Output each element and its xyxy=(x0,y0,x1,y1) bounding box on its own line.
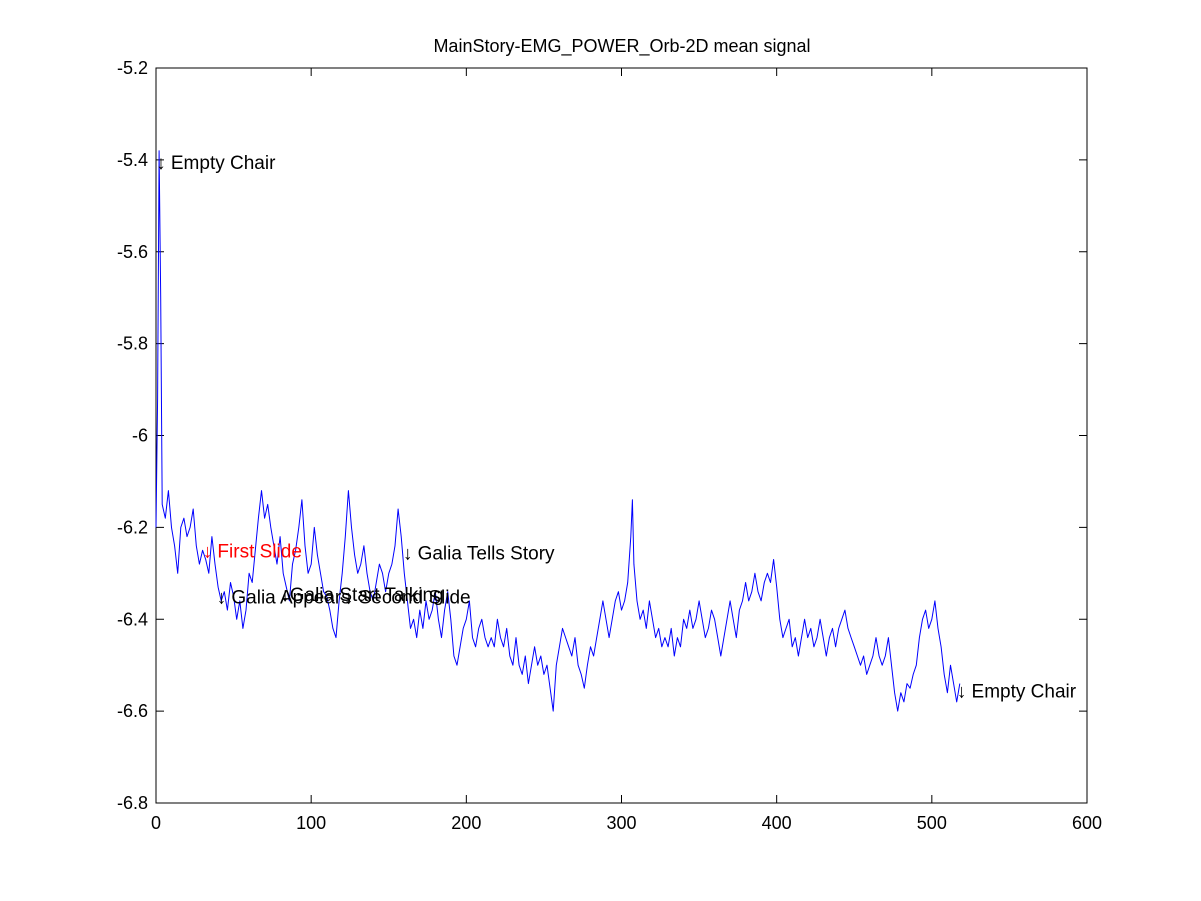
x-tick-label: 300 xyxy=(606,813,636,833)
y-tick-label: -5.8 xyxy=(117,334,148,354)
annotation-label: ↓ Second Slide xyxy=(344,587,471,608)
x-tick-label: 200 xyxy=(451,813,481,833)
annotation-label: ↓ Empty Chair xyxy=(957,681,1077,702)
annotation-label: ↓ Empty Chair xyxy=(156,153,276,174)
y-tick-label: -6.2 xyxy=(117,517,148,537)
y-tick-label: -5.6 xyxy=(117,242,148,262)
y-tick-label: -6.6 xyxy=(117,701,148,721)
y-tick-label: -5.2 xyxy=(117,58,148,78)
annotation-label: ↓Galia Start Talking xyxy=(280,585,443,606)
plot-area: 0 100 200 300 400 500 600 -5.2 -5.4 -5.6 -5.8 -6 -6.… xyxy=(117,58,1102,833)
y-tick-label: -6 xyxy=(132,426,148,446)
annotation-label: ↓ Galia Tells Story xyxy=(403,544,555,565)
x-tick-label: 500 xyxy=(917,813,947,833)
annotation-label: ↓ Galia Appears xyxy=(217,587,351,608)
y-tick-label: -6.4 xyxy=(117,609,148,629)
x-tick-label: 0 xyxy=(151,813,161,833)
y-tick-label: -6.8 xyxy=(117,793,148,813)
chart-title: MainStory-EMG_POWER_Orb-2D mean signal xyxy=(433,36,810,57)
y-tick-label: -5.4 xyxy=(117,150,148,170)
x-tick-label: 100 xyxy=(296,813,326,833)
annotation-label: ↓ First Slide xyxy=(203,541,302,562)
series-line xyxy=(155,150,961,712)
x-tick-label: 600 xyxy=(1072,813,1102,833)
x-tick-label: 400 xyxy=(762,813,792,833)
